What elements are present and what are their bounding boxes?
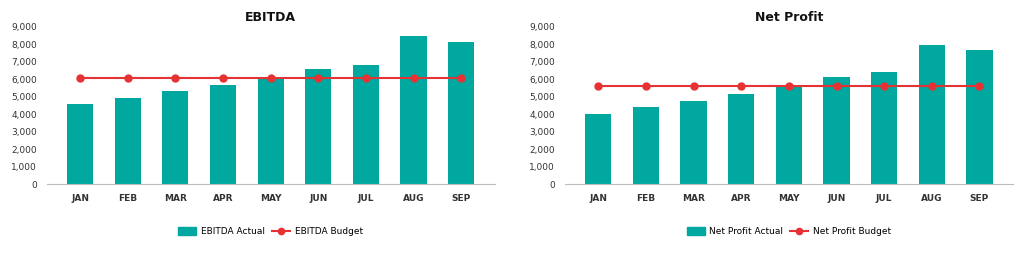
- Bar: [728, 94, 755, 184]
- Bar: [162, 91, 188, 184]
- Bar: [633, 107, 659, 184]
- Bar: [449, 42, 474, 184]
- Legend: EBITDA Actual, EBITDA Budget: EBITDA Actual, EBITDA Budget: [175, 223, 367, 240]
- Legend: Net Profit Actual, Net Profit Budget: Net Profit Actual, Net Profit Budget: [683, 223, 895, 240]
- Title: Net Profit: Net Profit: [755, 11, 823, 24]
- Bar: [776, 86, 802, 184]
- Bar: [210, 85, 237, 184]
- Bar: [353, 65, 379, 184]
- Bar: [305, 69, 332, 184]
- Bar: [919, 45, 945, 184]
- Bar: [400, 36, 427, 184]
- Bar: [257, 78, 284, 184]
- Bar: [681, 101, 707, 184]
- Bar: [67, 104, 93, 184]
- Bar: [967, 50, 992, 184]
- Bar: [115, 99, 140, 184]
- Bar: [871, 72, 897, 184]
- Title: EBITDA: EBITDA: [245, 11, 296, 24]
- Bar: [585, 114, 611, 184]
- Bar: [823, 78, 850, 184]
